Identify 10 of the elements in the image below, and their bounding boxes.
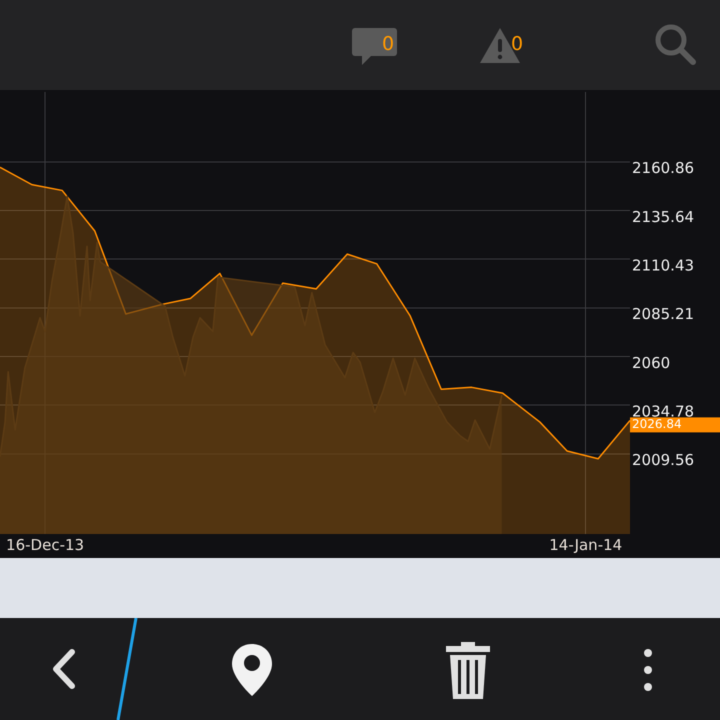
y-tick-label: 2110.43 xyxy=(632,256,694,274)
y-tick-label: 2085.21 xyxy=(632,305,694,324)
y-tick-label: 2160.86 xyxy=(632,159,694,178)
x-tick-label: 16-Dec-13 xyxy=(6,536,84,554)
text: 0 xyxy=(511,33,524,55)
x-tick-label: 14-Jan-14 xyxy=(549,536,622,554)
y-tick-label: 2135.64 xyxy=(632,208,694,226)
text: 0 xyxy=(382,33,394,55)
y-tick-label: 2009.56 xyxy=(632,451,694,470)
y-tick-label: 2060 xyxy=(632,354,670,372)
